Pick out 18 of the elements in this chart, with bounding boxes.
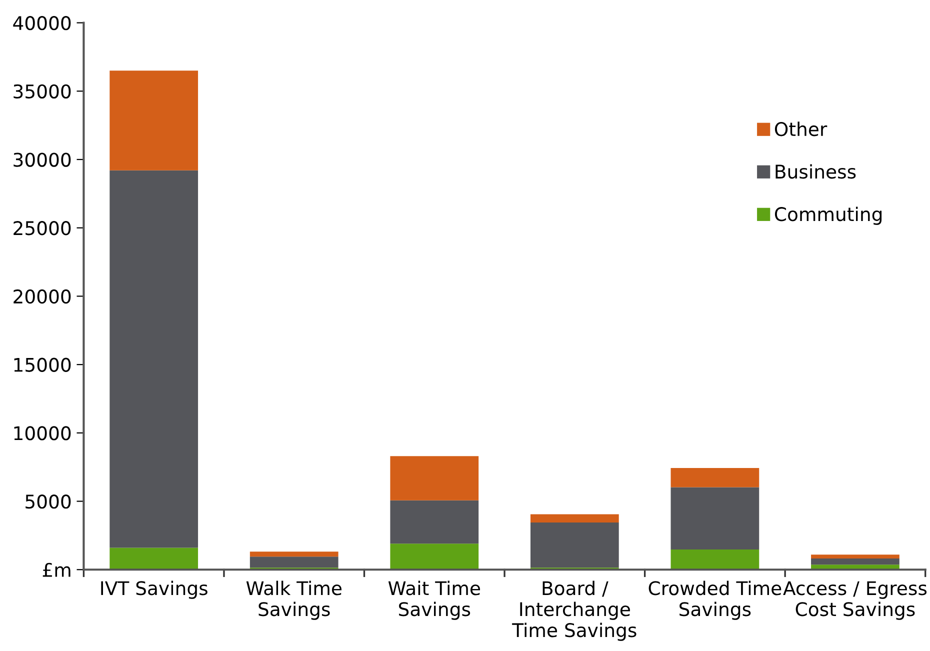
legend-label: Commuting [774,206,882,225]
legend-label: Other [774,122,828,136]
y-tick-label: 35000 [14,84,71,99]
x-tick-label: Wait Time Savings [388,580,480,620]
x-tick-label: Walk Time Savings [246,580,342,620]
y-tick-label: 10000 [14,426,71,440]
x-tick-label: IVT Savings [101,580,208,599]
x-tick-label: Crowded Time Savings [648,580,782,620]
y-tick-label: 20000 [14,289,71,304]
y-tick-label: 5000 [26,494,71,509]
y-tick-label: £m [42,562,70,577]
x-tick-label: Board / Interchange Time Savings [512,580,636,641]
y-tick-label: 15000 [14,358,71,372]
y-tick-label: 25000 [14,221,71,236]
y-tick-label: 40000 [13,16,71,30]
x-tick-label: Access / Egress Cost Savings [783,581,927,620]
y-tick-label: 30000 [14,152,71,167]
legend-label: Business [776,164,856,179]
